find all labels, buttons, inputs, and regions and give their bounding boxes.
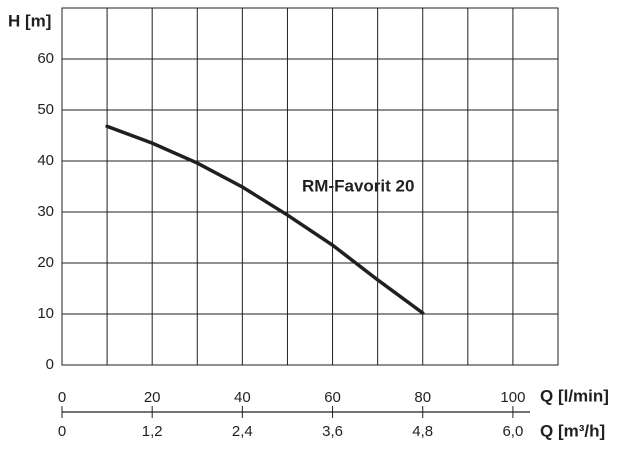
- pump-curve: [105, 124, 425, 315]
- y-tick-label: 50: [37, 101, 54, 118]
- x-tick-label: 0: [58, 389, 66, 406]
- x-tick-label: 20: [144, 389, 161, 406]
- y-tick-label: 60: [37, 50, 54, 67]
- y-tick-label: 20: [37, 254, 54, 271]
- y-axis-label: H [m]: [8, 11, 51, 30]
- curve-label: RM-Favorit 20: [302, 176, 414, 195]
- x-axis-label: Q [l/min]: [540, 386, 609, 405]
- x2-axis-label: Q [m³/h]: [540, 421, 605, 440]
- x2-tick-label: 3,6: [322, 423, 343, 440]
- y-tick-label: 0: [46, 356, 54, 373]
- x-tick-label: 100: [500, 389, 525, 406]
- x2-tick-label: 1,2: [142, 423, 163, 440]
- x-tick-label: 60: [324, 389, 341, 406]
- x2-tick-label: 6,0: [502, 423, 523, 440]
- x2-tick-label: 4,8: [412, 423, 433, 440]
- x2-tick-label: 0: [58, 423, 66, 440]
- x2-tick-label: 2,4: [232, 423, 253, 440]
- x-tick-label: 80: [414, 389, 431, 406]
- x-tick-label: 40: [234, 389, 251, 406]
- y-tick-label: 30: [37, 203, 54, 220]
- y-tick-label: 10: [37, 305, 54, 322]
- y-tick-label: 40: [37, 152, 54, 169]
